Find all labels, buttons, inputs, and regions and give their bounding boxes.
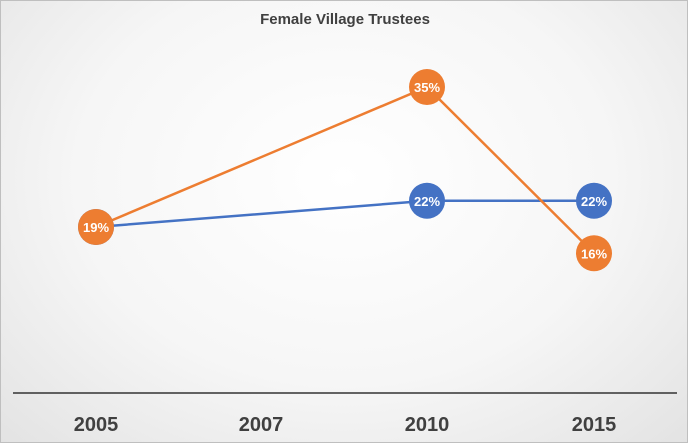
x-tick-label-2005: 2005: [74, 414, 119, 436]
series-2-point-2010: [409, 69, 445, 105]
chart-title: Female Village Trustees: [260, 11, 430, 28]
x-tick-label-2010: 2010: [405, 414, 450, 436]
data-markers: 19%22%22%19%35%16%: [78, 69, 612, 272]
x-tick-label-2007: 2007: [239, 414, 284, 436]
x-tick-labels: 2005 2007 2010 2015: [74, 414, 617, 436]
series-1-line: [95, 199, 594, 229]
series-2-data-label-2010: 35%: [414, 80, 440, 95]
series-1-data-label-2010: 22%: [414, 194, 440, 209]
series-lines: [95, 85, 595, 255]
series-2-data-label-2005: 19%: [83, 220, 109, 235]
series-2-point-2005: [78, 209, 114, 245]
series-1-data-label-2015: 22%: [581, 194, 607, 209]
series-2-line: [95, 85, 595, 255]
series-1-point-2015: [576, 182, 612, 219]
series-1-point-2010: [409, 182, 445, 219]
series-2-point-2015: [576, 235, 612, 272]
x-tick-label-2015: 2015: [572, 414, 617, 436]
series-2-data-label-2015: 16%: [581, 246, 607, 261]
